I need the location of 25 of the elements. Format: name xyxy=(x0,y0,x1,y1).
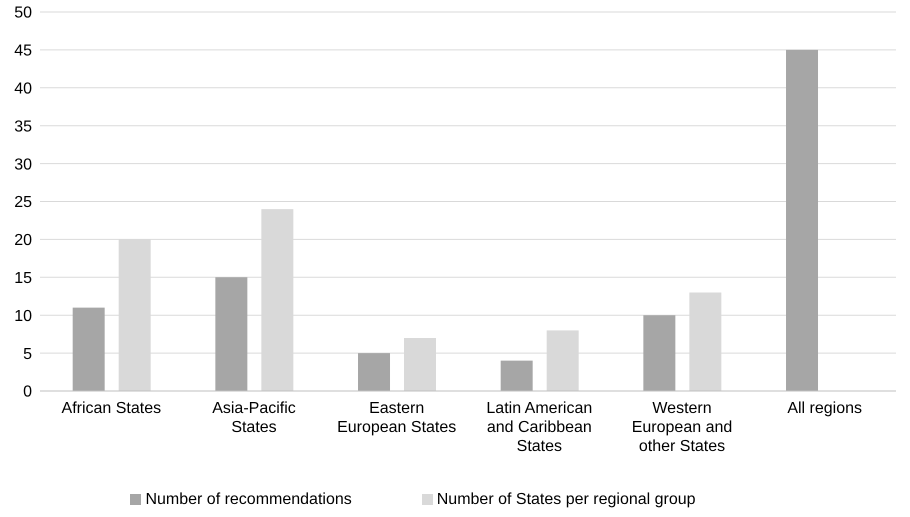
bar xyxy=(215,277,248,391)
bar xyxy=(358,353,390,391)
x-tick-label: African States xyxy=(62,400,162,417)
y-tick-label: 45 xyxy=(14,42,32,60)
x-tick-label: Latin American and Caribbean States xyxy=(486,400,592,455)
y-tick-label: 25 xyxy=(14,194,32,212)
y-tick-label: 5 xyxy=(23,346,32,363)
x-tick-label: All regions xyxy=(787,400,862,417)
bar xyxy=(786,50,818,391)
x-tick-label: Eastern European States xyxy=(337,400,456,436)
y-tick-label: 30 xyxy=(14,156,32,174)
x-tick-label: Asia-Pacific States xyxy=(212,400,296,436)
legend-label: Number of recommendations xyxy=(145,491,352,508)
y-tick-label: 20 xyxy=(14,232,32,250)
bar xyxy=(643,315,676,391)
y-tick-label: 0 xyxy=(23,384,32,401)
y-tick-label: 40 xyxy=(14,80,32,98)
y-tick-label: 50 xyxy=(14,4,32,22)
y-tick-label: 10 xyxy=(14,308,32,325)
legend-label: Number of States per regional group xyxy=(436,491,696,508)
x-tick-label: Western European and other States xyxy=(632,400,732,455)
bar xyxy=(72,308,105,391)
bar xyxy=(500,360,533,391)
y-tick-label: 15 xyxy=(14,270,32,287)
y-tick-label: 35 xyxy=(14,118,32,136)
